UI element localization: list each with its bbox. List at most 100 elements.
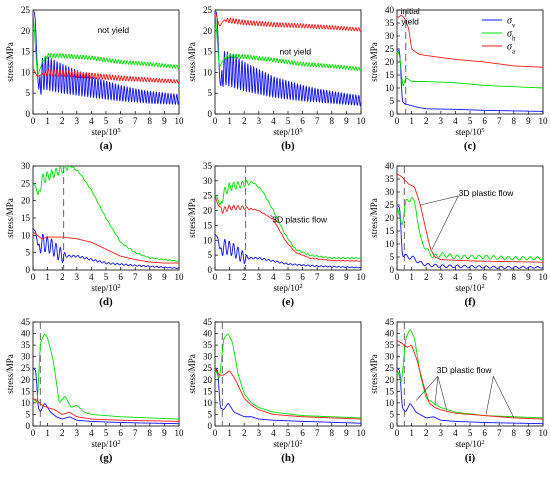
x-tick-label: 10 xyxy=(539,428,549,438)
panel-label: (a) xyxy=(100,140,113,152)
y-tick-label: 20 xyxy=(203,206,213,216)
x-tick-label: 1 xyxy=(409,116,414,126)
x-tick-label: 7 xyxy=(497,116,502,126)
x-tick-label: 0 xyxy=(31,116,36,126)
x-tick-label: 4 xyxy=(89,272,94,282)
y-tick-label: 5 xyxy=(208,409,213,419)
x-tick-label: 1 xyxy=(45,116,50,126)
y-tick-label: 35 xyxy=(385,174,395,184)
x-tick-label: 7 xyxy=(133,272,138,282)
annotation-pointer-line xyxy=(420,195,459,206)
x-tick-label: 5 xyxy=(286,272,291,282)
x-tick-label: 3 xyxy=(439,272,444,282)
x-tick-label: 5 xyxy=(286,116,291,126)
plot-area xyxy=(33,10,179,105)
chart-panel-b: 0 1 2 3 4 5 6 7 8 9 100510152025step/105stress/MPa… xyxy=(187,5,366,152)
x-tick-label: 1 xyxy=(45,428,50,438)
y-tick-label: 20 xyxy=(385,375,395,385)
plot-area xyxy=(397,166,543,270)
y-tick-label: 10 xyxy=(385,239,395,249)
x-tick-label: 3 xyxy=(257,428,262,438)
chart-panel-a: 0 1 2 3 4 5 6 7 8 9 100510152025step/105stress/MPa… xyxy=(5,5,184,152)
y-tick-label: 25 xyxy=(385,363,395,373)
x-tick-label: 1 xyxy=(409,428,414,438)
x-tick-label: 1 xyxy=(227,428,232,438)
x-tick-label: 2 xyxy=(424,428,429,438)
plot-area xyxy=(397,10,543,114)
series-line-sigma-h xyxy=(397,329,543,419)
x-tick-label: 6 xyxy=(118,428,123,438)
x-axis-label: step/102 xyxy=(455,283,484,294)
x-tick-label: 3 xyxy=(439,116,444,126)
x-tick-label: 4 xyxy=(453,116,458,126)
y-tick-label: 15 xyxy=(385,226,395,236)
series-line-sigma-a xyxy=(33,68,179,84)
y-tick-label: 25 xyxy=(21,5,31,15)
series-line-sigma-h xyxy=(215,333,361,419)
y-tick-label: 15 xyxy=(385,386,395,396)
x-tick-label: 7 xyxy=(497,428,502,438)
x-tick-label: 3 xyxy=(75,116,80,126)
x-tick-label: 0 xyxy=(213,272,218,282)
x-tick-label: 3 xyxy=(257,116,262,126)
y-tick-label: 5 xyxy=(208,88,213,98)
x-tick-label: 4 xyxy=(271,428,276,438)
plot-frame xyxy=(396,165,544,271)
y-tick-label: 15 xyxy=(203,220,213,230)
x-tick-label: 7 xyxy=(315,116,320,126)
y-tick-label: 0 xyxy=(390,265,395,275)
series-line-sigma-v xyxy=(397,367,543,425)
annotation-text: 3D plastic flow xyxy=(459,188,515,198)
x-axis-label: step/102 xyxy=(91,283,120,294)
series-line-sigma-h xyxy=(33,333,179,420)
x-tick-label: 2 xyxy=(242,428,247,438)
annotation-text: 3D plastic flow xyxy=(437,365,493,375)
series-line-sigma-h xyxy=(215,10,361,72)
series-line-sigma-v xyxy=(215,234,361,269)
chart-panel-d: 0 1 2 3 4 5 6 7 8 9 10051015202530step/102stress/M… xyxy=(5,161,184,308)
y-tick-label: 10 xyxy=(203,67,213,77)
plot-area xyxy=(215,166,361,270)
annotation-pointer-line xyxy=(437,376,447,410)
x-tick-label: 9 xyxy=(162,116,167,126)
x-axis-label: step/105 xyxy=(91,127,120,138)
y-axis-label: stress/MPa xyxy=(369,354,379,394)
y-tick-label: 40 xyxy=(385,161,395,171)
series-line-sigma-v xyxy=(33,367,179,425)
x-tick-label: 8 xyxy=(330,116,335,126)
x-tick-label: 7 xyxy=(133,116,138,126)
panel-label: (d) xyxy=(99,296,113,308)
x-axis-label: step/105 xyxy=(273,127,302,138)
y-axis-label: stress/MPa xyxy=(187,42,197,82)
y-tick-label: 20 xyxy=(21,196,31,206)
x-tick-label: 5 xyxy=(468,116,473,126)
y-tick-label: 40 xyxy=(21,329,31,339)
x-tick-label: 2 xyxy=(242,272,247,282)
x-tick-label: 6 xyxy=(300,116,305,126)
y-tick-label: 30 xyxy=(385,187,395,197)
x-tick-label: 9 xyxy=(162,428,167,438)
y-tick-label: 15 xyxy=(21,47,31,57)
series-line-sigma-v xyxy=(33,10,179,105)
x-tick-label: 6 xyxy=(300,428,305,438)
y-tick-label: 40 xyxy=(203,329,213,339)
x-tick-label: 8 xyxy=(512,116,517,126)
x-tick-label: 0 xyxy=(395,116,400,126)
x-tick-label: 6 xyxy=(118,272,123,282)
y-tick-label: 40 xyxy=(385,329,395,339)
panel-label: (g) xyxy=(100,452,113,464)
x-axis-label: step/102 xyxy=(455,439,484,450)
plot-area xyxy=(215,10,361,107)
y-tick-label: 35 xyxy=(203,340,213,350)
series-line-sigma-h xyxy=(397,197,543,261)
x-tick-label: 5 xyxy=(104,428,109,438)
annotation-pointer-line xyxy=(493,376,515,418)
series-line-sigma-h xyxy=(33,10,179,75)
x-axis-label: step/105 xyxy=(455,127,484,138)
x-tick-label: 10 xyxy=(175,116,185,126)
y-tick-label: 0 xyxy=(390,109,395,119)
x-tick-label: 1 xyxy=(227,272,232,282)
plot-frame xyxy=(396,9,544,115)
